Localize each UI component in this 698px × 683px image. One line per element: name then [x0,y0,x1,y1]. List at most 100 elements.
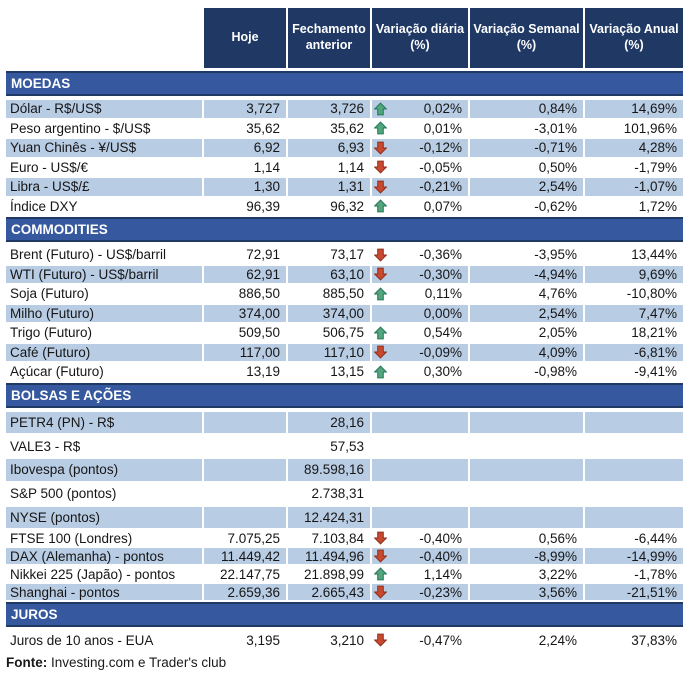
table-row: Café (Futuro) 117,00 117,10 -0,09% 4,09% -6,8… [6,343,683,361]
source-note-text: Investing.com e Trader's club [47,654,227,670]
cell-variacao-anual: 101,96% [623,120,677,136]
cell-hoje: 2.659,36 [204,584,286,601]
row-label: Juros de 10 anos - EUA [10,632,154,648]
cell-variacao-diaria: 0,02% [372,100,468,118]
table-row: NYSE (pontos) 12.424,31 [6,506,683,529]
cell-variacao-semanal: 3,22% [538,566,577,582]
cell-fechamento-anterior: 1,14 [337,159,364,175]
row-label: Açúcar (Futuro) [10,364,104,380]
variacao-diaria-value: -0,23% [419,584,462,600]
cell-variacao-anual: -10,80% [626,286,677,302]
cell-variacao-anual: 7,47% [585,304,683,322]
cell-variacao-diaria [372,506,468,529]
table-row: Peso argentino - $/US$ 35,62 35,62 0,01% -3,… [6,120,683,138]
table-row: Dólar - R$/US$ 3,727 3,726 0,02% 0,84% 14,69% [6,100,683,118]
up-arrow-icon [374,324,387,342]
cell-variacao-diaria: 0,07% [372,198,468,216]
row-label: Dólar - R$/US$ [6,100,202,118]
section-header: MOEDAS [6,71,683,96]
up-arrow-icon [374,566,387,582]
cell-variacao-anual: -6,44% [634,530,677,546]
cell-hoje: 1,14 [253,159,280,175]
cell-fechamento-anterior: 6,93 [288,139,370,157]
row-label: FTSE 100 (Londres) [10,530,133,546]
cell-variacao-semanal: 2,54% [470,304,583,322]
table-row: Nikkei 225 (Japão) - pontos 22.147,75 21.8… [6,566,683,582]
table-row: Milho (Futuro) 374,00 374,00 0,00% 2,54% 7,47… [6,304,683,322]
section-header: COMMODITIES [6,217,683,242]
cell-variacao-anual: 9,69% [585,265,683,283]
cell-variacao-diaria: 1,14% [372,566,468,582]
cell-hoje: 509,50 [238,325,280,341]
row-label: Euro - US$/€ [10,159,89,175]
down-arrow-icon [374,266,387,284]
cell-variacao-diaria: -0,30% [372,265,468,284]
cell-hoje [204,459,286,481]
table-row: PETR4 (PN) - R$ 28,16 [6,411,683,434]
table-row: WTI (Futuro) - US$/barril 62,91 63,10 -0,30… [6,265,683,284]
cell-fechamento-anterior: 57,53 [330,438,364,454]
row-label: Brent (Futuro) - US$/barril [10,247,167,263]
cell-hoje: 7.075,25 [227,530,280,546]
variacao-diaria-value: 0,00% [423,305,462,321]
variacao-diaria-value: -0,40% [419,548,462,564]
cell-fechamento-anterior: 3,210 [330,632,364,648]
variacao-diaria-value: 0,01% [423,120,462,136]
section-header: BOLSAS E AÇÕES [6,382,683,408]
cell-fechamento-anterior: 374,00 [288,304,370,322]
cell-hoje: 6,92 [204,139,286,157]
cell-fechamento-anterior: 28,16 [288,411,370,434]
cell-fechamento-anterior: 885,50 [322,286,364,302]
cell-variacao-semanal: -0,71% [470,139,583,157]
cell-variacao-semanal: 4,76% [538,286,577,302]
cell-variacao-anual: -1,78% [634,566,677,582]
cell-variacao-anual: 37,83% [631,632,677,648]
cell-variacao-semanal [470,506,583,529]
table-body: MOEDAS Dólar - R$/US$ 3,727 3,726 0,02% 0,84%… [6,71,683,649]
cell-variacao-diaria: 0,00% [372,304,468,322]
cell-variacao-diaria: 0,11% [372,285,468,303]
table-row: S&P 500 (pontos) 2.738,31 [6,483,683,505]
variacao-diaria-value: 0,54% [423,325,462,341]
cell-variacao-semanal: 3,56% [470,584,583,601]
cell-hoje [204,483,286,505]
cell-variacao-anual: 4,28% [585,139,683,157]
table-row: Libra - US$/£ 1,30 1,31 -0,21% 2,54% -1,07% [6,178,683,196]
cell-variacao-semanal [470,435,583,457]
row-label: Libra - US$/£ [6,178,202,196]
down-arrow-icon [374,631,387,649]
cell-fechamento-anterior: 63,10 [288,265,370,283]
cell-fechamento-anterior: 117,10 [288,343,370,361]
cell-fechamento-anterior: 21.898,99 [303,566,364,582]
column-header: Variação diária (%) [372,8,468,68]
table-row: Brent (Futuro) - US$/barril 72,91 73,17 -0,… [6,246,683,264]
row-label: Ibovespa (pontos) [6,459,202,481]
cell-fechamento-anterior: 506,75 [322,325,364,341]
variacao-diaria-value: -0,36% [419,247,462,263]
cell-hoje [204,506,286,529]
down-arrow-icon [374,584,387,600]
table-row: Trigo (Futuro) 509,50 506,75 0,54% 2,05% 18,2… [6,324,683,342]
cell-variacao-anual [585,506,683,529]
row-label: Trigo (Futuro) [10,325,93,341]
cell-variacao-diaria: 0,30% [372,363,468,381]
column-headers: Hoje Fechamento anterior Variação diária (… [6,8,683,68]
corner-cell [6,8,202,68]
row-label: NYSE (pontos) [6,506,202,529]
row-label: Nikkei 225 (Japão) - pontos [10,566,176,582]
cell-variacao-semanal: 0,84% [470,100,583,118]
cell-hoje [204,411,286,434]
row-label: S&P 500 (pontos) [10,486,117,502]
down-arrow-icon [374,159,387,177]
cell-variacao-anual [585,435,683,457]
down-arrow-icon [374,246,387,264]
cell-variacao-semanal: 0,50% [538,159,577,175]
cell-variacao-diaria [372,459,468,481]
table-row: DAX (Alemanha) - pontos 11.449,42 11.494,9… [6,548,683,565]
cell-variacao-anual: -1,07% [585,178,683,196]
cell-variacao-anual: -21,51% [585,584,683,601]
row-label: VALE3 - R$ [10,438,81,454]
cell-fechamento-anterior: 89.598,16 [288,459,370,481]
cell-variacao-anual [585,459,683,481]
